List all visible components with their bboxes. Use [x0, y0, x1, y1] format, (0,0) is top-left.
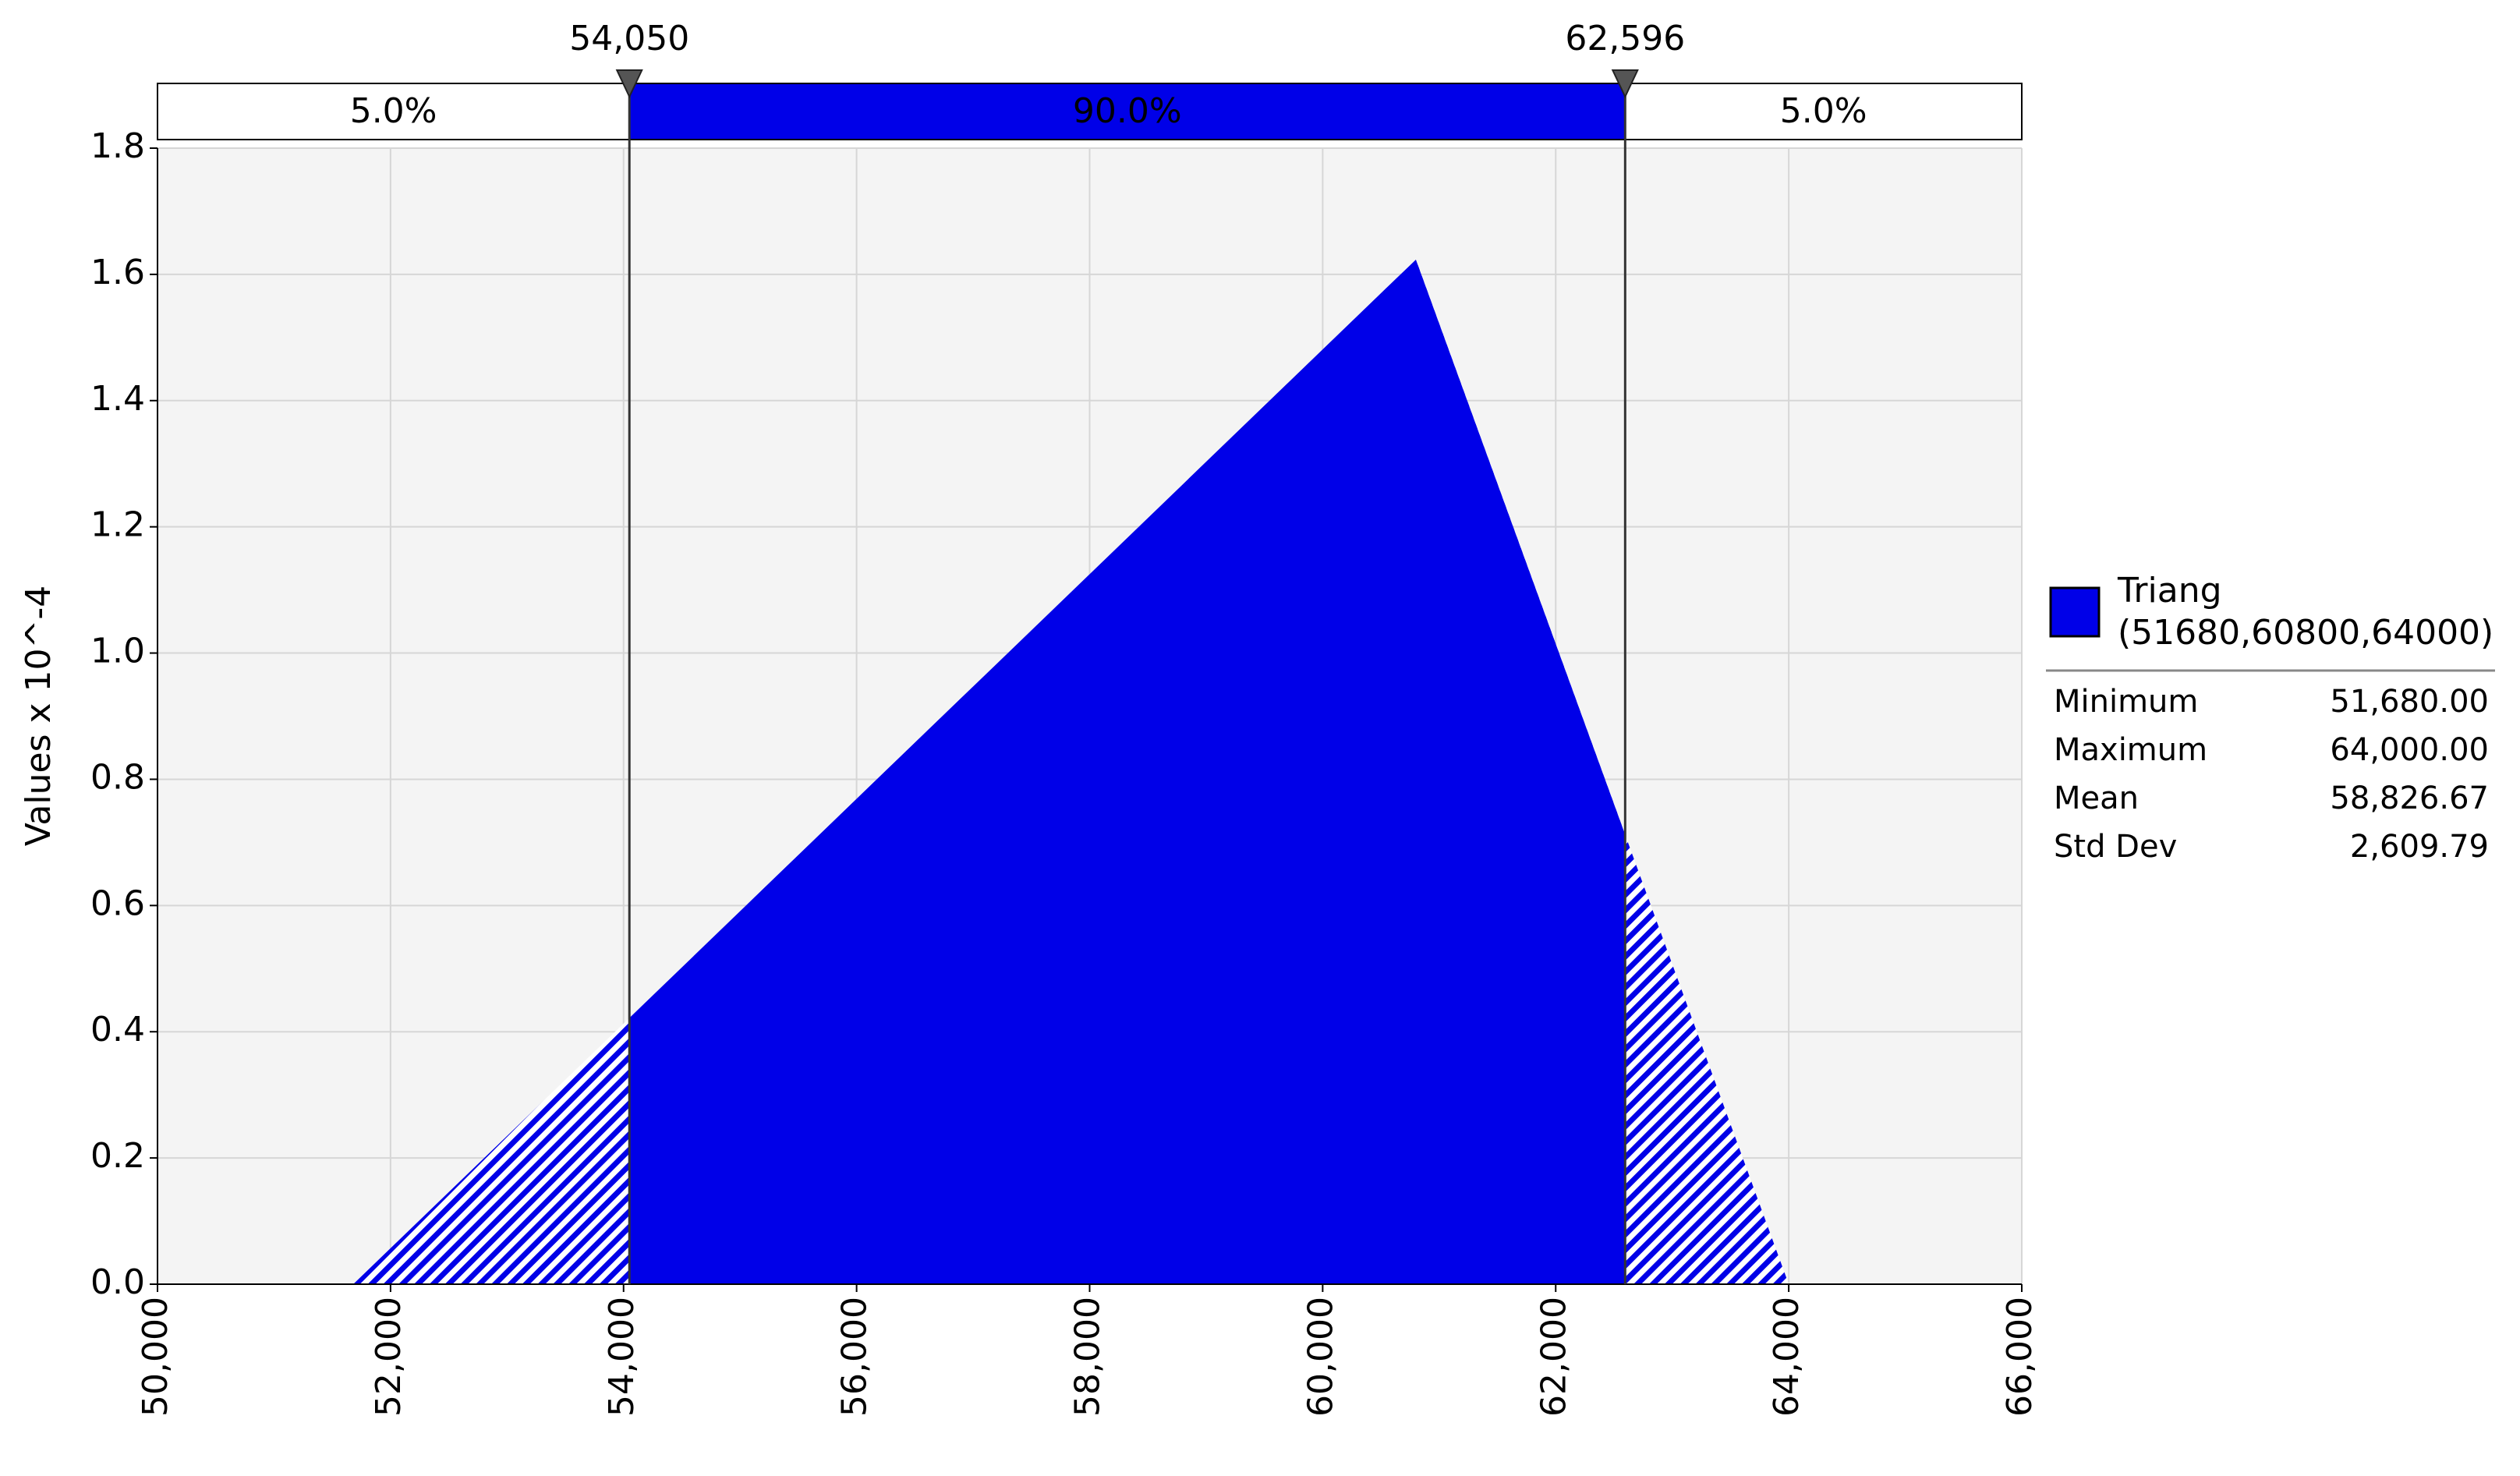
y-tick-label: 1.2 [90, 505, 145, 545]
stat-name: Maximum [2054, 732, 2207, 768]
y-tick-label: 0.4 [90, 1010, 145, 1049]
x-tick-label: 52,000 [369, 1297, 409, 1417]
y-tick-label: 0.8 [90, 757, 145, 797]
stat-name: Mean [2054, 780, 2139, 816]
stat-value: 64,000.00 [2330, 732, 2489, 768]
legend-sublabel: (51680,60800,64000) [2118, 613, 2493, 653]
band [157, 83, 631, 140]
band [1624, 83, 2023, 140]
x-tick-label: 50,000 [136, 1297, 175, 1417]
stat-value: 2,609.79 [2350, 829, 2489, 865]
band-label: 5.0% [350, 91, 437, 131]
y-tick-label: 1.0 [90, 632, 145, 671]
delimiter-marker [615, 69, 643, 99]
band-label: 90.0% [1073, 91, 1182, 131]
density-area-center [629, 259, 1626, 1284]
stat-value: 51,680.00 [2330, 684, 2489, 720]
y-tick-label: 0.0 [90, 1262, 145, 1302]
stat-name: Std Dev [2054, 829, 2177, 865]
y-tick-label: 1.6 [90, 253, 145, 292]
y-tick-label: 1.4 [90, 379, 145, 419]
delimiter-marker [1611, 69, 1639, 99]
y-axis-label: Values x 10^-4 [19, 586, 58, 847]
x-tick-label: 58,000 [1068, 1297, 1108, 1417]
x-tick-label: 62,000 [1534, 1297, 1573, 1417]
x-tick-label: 66,000 [2000, 1297, 2040, 1417]
stat-value: 58,826.67 [2330, 780, 2489, 816]
legend-label: Triang [2117, 571, 2222, 611]
x-tick-label: 64,000 [1767, 1297, 1807, 1417]
x-tick-label: 54,000 [602, 1297, 642, 1417]
y-tick-label: 0.6 [90, 883, 145, 923]
y-tick-label: 0.2 [90, 1136, 145, 1176]
legend-swatch [2049, 586, 2101, 638]
band [628, 83, 1626, 140]
x-tick-label: 56,000 [835, 1297, 875, 1417]
delimiter-label: 62,596 [1565, 19, 1685, 58]
stat-name: Minimum [2054, 684, 2198, 720]
band-label: 5.0% [1780, 91, 1867, 131]
delimiter-label: 54,050 [569, 19, 689, 58]
x-tick-label: 60,000 [1301, 1297, 1340, 1417]
y-tick-label: 1.8 [90, 126, 145, 166]
